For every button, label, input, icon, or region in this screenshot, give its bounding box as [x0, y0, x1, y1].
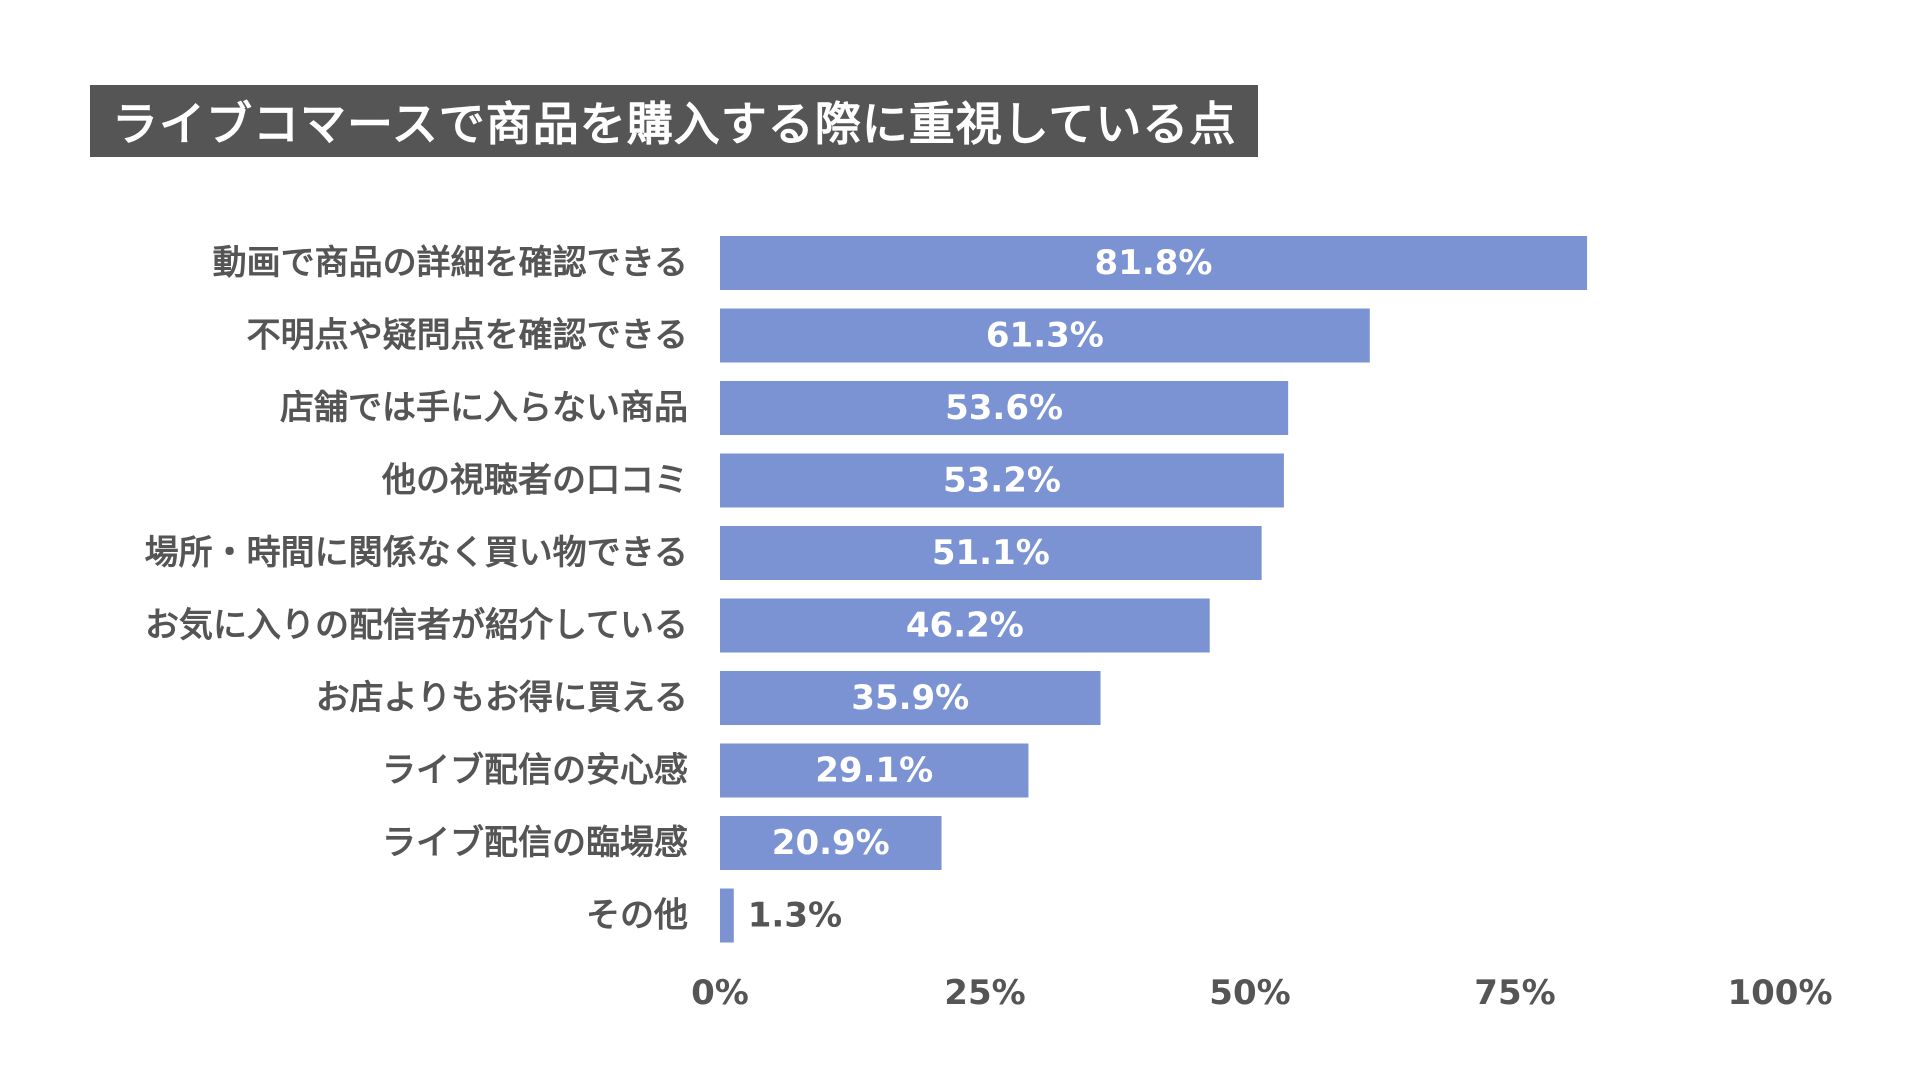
- category-label: お気に入りの配信者が紹介している: [145, 606, 688, 646]
- chart-title: ライブコマースで商品を購入する際に重視している点: [112, 97, 1237, 151]
- data-label: 61.3%: [986, 316, 1104, 356]
- data-label: 1.3%: [748, 896, 842, 936]
- bar: [720, 308, 1370, 363]
- category-label: 他の視聴者の口コミ: [381, 461, 688, 501]
- category-label: 動画で商品の詳細を確認できる: [213, 243, 688, 283]
- category-label: その他: [586, 896, 688, 936]
- x-tick-label: 25%: [944, 973, 1025, 1013]
- x-tick-label: 100%: [1727, 973, 1832, 1013]
- data-label: 81.8%: [1095, 243, 1213, 283]
- data-label: 35.9%: [851, 678, 969, 718]
- bar: [720, 598, 1210, 653]
- data-label: 53.6%: [945, 388, 1063, 428]
- category-label: 場所・時間に関係なく買い物できる: [145, 533, 688, 573]
- bar: [720, 236, 1588, 290]
- bar: [720, 453, 1284, 508]
- category-label: お店よりもお得に買える: [316, 678, 688, 718]
- x-tick-label: 50%: [1209, 973, 1290, 1013]
- bar: [720, 816, 942, 870]
- x-tick-label: 75%: [1474, 973, 1555, 1013]
- chart-title-box: ライブコマースで商品を購入する際に重視している点: [90, 85, 1259, 157]
- x-tick-label: 0%: [691, 973, 749, 1013]
- bar: [720, 743, 1029, 798]
- data-label: 20.9%: [772, 823, 890, 863]
- data-label: 51.1%: [932, 533, 1050, 573]
- data-label: 53.2%: [943, 461, 1061, 501]
- bar: [720, 888, 734, 943]
- category-label: ライブ配信の安心感: [382, 751, 688, 791]
- category-label: ライブ配信の臨場感: [382, 823, 688, 863]
- data-label: 29.1%: [815, 751, 933, 791]
- category-label: 不明点や疑問点を確認できる: [247, 316, 688, 356]
- data-label: 46.2%: [906, 606, 1024, 646]
- bar: [720, 381, 1289, 435]
- bar: [720, 671, 1101, 725]
- category-label: 店舗では手に入らない商品: [280, 388, 688, 428]
- bar: [720, 526, 1262, 580]
